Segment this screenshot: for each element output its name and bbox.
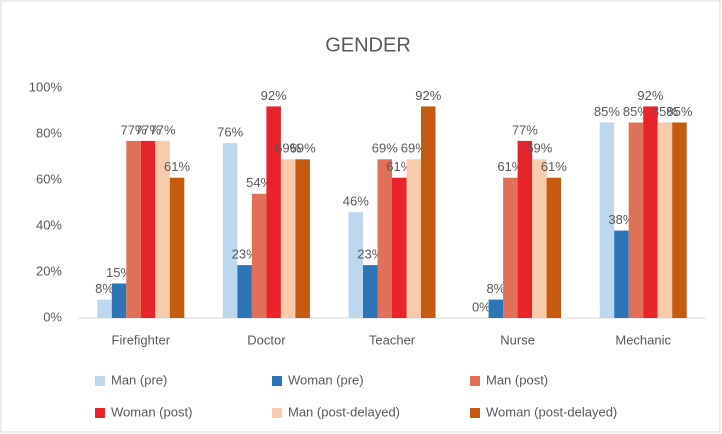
bar (517, 140, 533, 318)
legend-swatch (470, 376, 480, 386)
value-label: 38% (608, 212, 634, 227)
bar (532, 159, 547, 318)
bar (251, 193, 267, 318)
value-label: 77% (512, 122, 538, 137)
value-label: 61% (497, 159, 523, 174)
bar (406, 159, 421, 318)
y-tick-label: 100% (29, 79, 63, 94)
legend-swatch (95, 408, 105, 418)
value-label: 69% (526, 141, 552, 156)
y-tick-label: 60% (36, 171, 62, 186)
legend-label: Man (pre) (111, 372, 167, 387)
bar (266, 106, 281, 319)
legend-swatch (470, 408, 480, 418)
bar (421, 106, 436, 319)
value-label: 8% (95, 281, 114, 296)
legend-label: Woman (pre) (288, 372, 364, 387)
bar (614, 230, 629, 318)
value-label: 46% (343, 194, 369, 209)
y-tick-label: 0% (43, 309, 62, 324)
bar (97, 299, 112, 318)
value-label: 76% (217, 125, 243, 140)
value-label: 15% (106, 265, 132, 280)
chart-title: GENDER (325, 34, 411, 56)
x-tick-label: Nurse (500, 332, 535, 347)
value-label: 61% (386, 159, 412, 174)
value-label: 85% (666, 104, 692, 119)
x-tick-label: Teacher (369, 332, 416, 347)
value-label: 92% (261, 88, 287, 103)
bar (377, 159, 392, 318)
bar (628, 122, 644, 318)
x-tick-label: Doctor (247, 332, 286, 347)
value-label: 85% (594, 104, 620, 119)
y-tick-label: 80% (36, 125, 62, 140)
value-label: 77% (135, 122, 161, 137)
x-tick-label: Firefighter (112, 332, 171, 347)
value-label: 85% (652, 104, 678, 119)
value-label: 23% (232, 247, 258, 262)
x-tick-label: Mechanic (615, 332, 671, 347)
value-label: 61% (164, 159, 190, 174)
legend-label: Man (post) (486, 372, 548, 387)
bar (140, 140, 156, 318)
value-label: 77% (150, 122, 176, 137)
bar (295, 159, 310, 318)
value-label: 92% (415, 88, 441, 103)
bar (280, 159, 296, 318)
bar (643, 106, 658, 319)
legend-label: Man (post-delayed) (288, 404, 400, 419)
value-label: 69% (372, 141, 398, 156)
value-label: 54% (246, 175, 272, 190)
legend-swatch (272, 408, 282, 418)
value-label: 61% (541, 159, 567, 174)
bar (348, 212, 363, 318)
value-label: 8% (486, 281, 505, 296)
value-label: 0% (472, 299, 491, 314)
bar (488, 299, 504, 318)
bar (126, 140, 141, 318)
legend-swatch (272, 376, 282, 386)
bar (657, 122, 673, 318)
bar (503, 177, 518, 318)
value-label: 69% (275, 141, 301, 156)
legend-swatch (95, 376, 105, 386)
value-label: 69% (401, 141, 427, 156)
value-label: 85% (623, 104, 649, 119)
bar (237, 265, 252, 318)
value-label: 23% (357, 247, 383, 262)
y-tick-label: 20% (36, 263, 62, 278)
value-label: 77% (121, 122, 147, 137)
legend-label: Woman (post-delayed) (486, 404, 617, 419)
legend-label: Woman (post) (111, 404, 192, 419)
bar (169, 177, 185, 318)
bar (363, 265, 378, 318)
bar (222, 143, 238, 318)
bar (155, 140, 170, 318)
bar (546, 177, 562, 318)
bar (672, 122, 687, 318)
bar (599, 122, 615, 318)
value-label: 69% (290, 141, 316, 156)
bar (392, 177, 407, 318)
y-tick-label: 40% (36, 217, 62, 232)
value-label: 92% (637, 88, 663, 103)
bar (111, 283, 127, 318)
